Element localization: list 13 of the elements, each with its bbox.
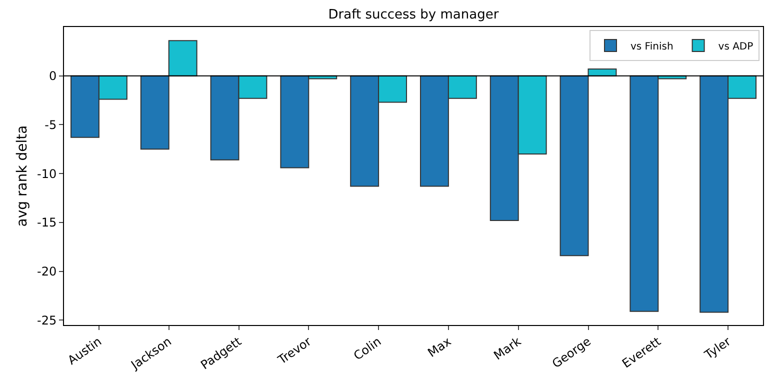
y-axis-title: avg rank delta [14, 125, 31, 227]
y-tick-label: -5 [44, 118, 57, 132]
y-tick-label: -20 [36, 264, 57, 278]
legend-label: vs ADP [718, 41, 754, 52]
x-tick-label: Tyler [701, 334, 734, 363]
y-tick-label: 0 [48, 69, 57, 84]
y-tick-label: -25 [36, 313, 57, 328]
x-tick-label: Max [425, 334, 454, 360]
y-tick-label: -15 [36, 216, 57, 230]
x-tick-label: Colin [351, 334, 384, 363]
chart-title: Draft success by manager [328, 8, 500, 23]
legend-label: vs Finish [630, 41, 674, 52]
y-tick-label: -10 [36, 166, 57, 181]
